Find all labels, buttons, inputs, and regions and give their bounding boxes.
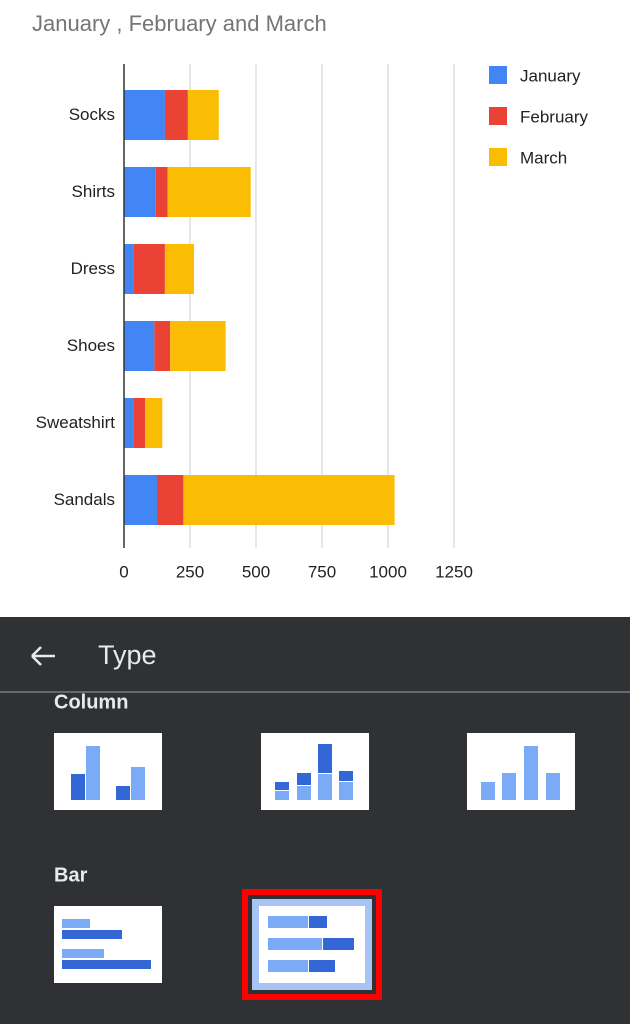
bar-segment [155, 167, 168, 217]
section-label: Column [54, 691, 128, 713]
bar-segment [124, 167, 156, 217]
legend-label: March [520, 148, 567, 167]
bar-segment [154, 321, 171, 371]
bar-segment [133, 398, 146, 448]
y-tick-label: Shoes [66, 336, 115, 355]
bar-segment [157, 475, 184, 525]
bar-segment [167, 167, 251, 217]
bar-segment [183, 475, 395, 525]
x-tick-label: 250 [176, 562, 204, 581]
bar-segment [133, 244, 165, 294]
legend-swatch [489, 66, 507, 84]
y-tick-label: Dress [70, 259, 115, 278]
y-tick-label: Shirts [71, 182, 115, 201]
bar-segment [164, 90, 188, 140]
bar-segment [124, 321, 155, 371]
back-button[interactable] [31, 646, 55, 666]
bar-segment [164, 244, 194, 294]
bar-segment [124, 90, 165, 140]
x-tick-label: 500 [242, 562, 270, 581]
legend-label: February [520, 107, 589, 126]
bar-segment [124, 244, 134, 294]
x-tick-label: 750 [308, 562, 336, 581]
panel-title: Type [98, 640, 157, 670]
bar-segment [124, 398, 134, 448]
legend-swatch [489, 148, 507, 166]
percent-column-option[interactable] [467, 733, 575, 810]
stacked-column-option[interactable] [261, 733, 369, 810]
bar-segment [170, 321, 226, 371]
stacked-bar-option-selected[interactable] [242, 889, 382, 1000]
y-tick-label: Sweatshirt [35, 413, 115, 432]
bar-segment [124, 475, 157, 525]
bar-segment [187, 90, 219, 140]
x-tick-label: 1250 [435, 562, 473, 581]
legend-swatch [489, 107, 507, 125]
y-tick-label: Socks [68, 105, 115, 124]
x-tick-label: 1000 [369, 562, 407, 581]
column-chart-option[interactable] [54, 733, 162, 810]
chart-title: January , February and March [32, 11, 327, 36]
legend-label: January [520, 66, 581, 85]
x-tick-label: 0 [119, 562, 128, 581]
bar-chart-option[interactable] [54, 906, 162, 983]
y-tick-label: Sandals [53, 490, 115, 509]
section-label: Bar [54, 864, 88, 886]
bar-segment [145, 398, 163, 448]
